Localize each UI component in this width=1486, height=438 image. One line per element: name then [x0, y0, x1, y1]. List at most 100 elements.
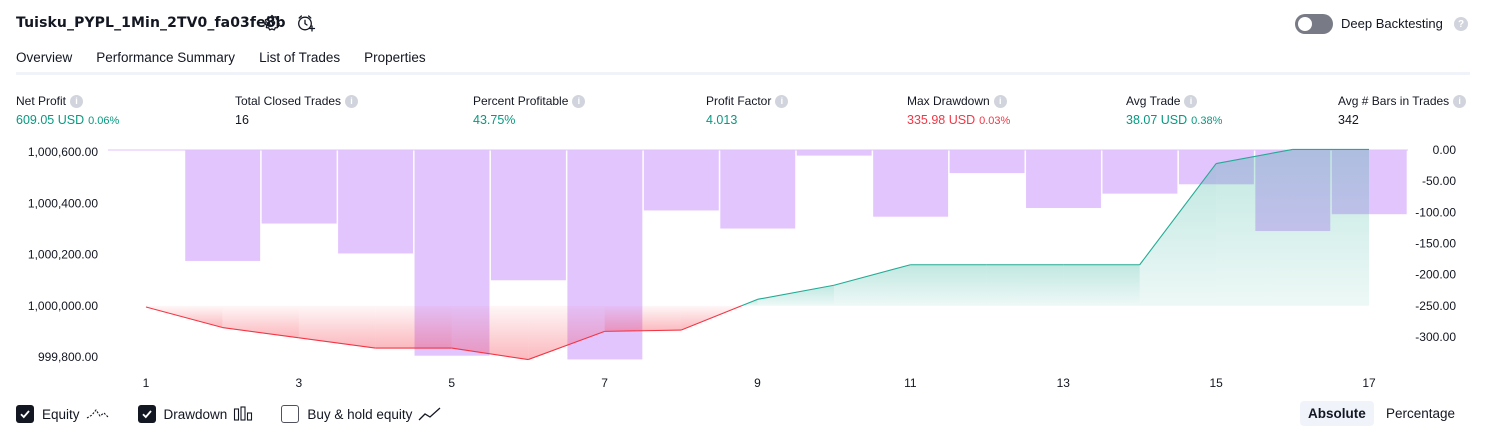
- report-tabs: Overview Performance Summary List of Tra…: [16, 44, 450, 76]
- equity-negative-area: [528, 305, 605, 360]
- metric-label: Percent Profitable: [473, 94, 569, 108]
- metric-label: Profit Factor: [706, 94, 772, 108]
- info-icon[interactable]: i: [993, 94, 1007, 108]
- y-left-tick-label: 1,000,600.00: [28, 145, 98, 159]
- equity-positive-area: [1216, 149, 1293, 306]
- toggle-knob: [1298, 17, 1312, 31]
- equity-line-negative: [604, 329, 682, 332]
- x-tick-label: 17: [1362, 376, 1376, 390]
- info-icon[interactable]: i: [1184, 94, 1198, 108]
- help-icon[interactable]: ?: [1454, 17, 1468, 31]
- drawdown-bar: [643, 150, 719, 211]
- info-icon[interactable]: i: [775, 94, 789, 108]
- metric-label: Max Drawdown: [907, 94, 990, 108]
- equity-negative-area: [375, 305, 452, 349]
- tab-properties[interactable]: Properties: [364, 50, 426, 65]
- x-tick-label: 3: [296, 376, 303, 390]
- y-right-tick-label: -300.00: [1415, 330, 1456, 344]
- buy-hold-line-icon: [418, 407, 441, 421]
- y-right-tick-label: -150.00: [1415, 237, 1456, 251]
- y-right-tick-label: 0.00: [1433, 143, 1457, 157]
- y-right-tick-label: -200.00: [1415, 268, 1456, 282]
- tab-performance-summary[interactable]: Performance Summary: [96, 50, 236, 65]
- add-alert-button[interactable]: [296, 13, 316, 33]
- metric-value: 609.05 USD: [16, 113, 85, 127]
- equity-negative-area: [298, 305, 376, 349]
- equity-line-positive: [1216, 148, 1293, 165]
- metric-total-closed-trades: Total Closed Trades i 16: [235, 93, 359, 127]
- equity-line-negative: [222, 326, 299, 339]
- y-left-tick-label: 1,000,400.00: [28, 196, 98, 210]
- x-tick-label: 11: [904, 376, 917, 390]
- x-tick-label: 1: [143, 376, 150, 390]
- tab-list-of-trades[interactable]: List of Trades: [259, 50, 341, 65]
- check-icon: [141, 410, 152, 419]
- drawdown-bar: [338, 150, 414, 254]
- drawdown-checkbox[interactable]: [137, 405, 156, 423]
- metric-value: 4.013: [706, 113, 738, 127]
- x-tick-label: 13: [1057, 376, 1071, 390]
- equity-checkbox[interactable]: [16, 405, 34, 423]
- deep-backtesting-label: Deep Backtesting: [1341, 16, 1443, 31]
- metric-percent-profitable: Percent Profitable i 43.75%: [473, 93, 586, 127]
- equity-line-icon: [86, 409, 109, 419]
- drawdown-bar: [261, 150, 337, 224]
- metric-max-drawdown: Max Drawdown i 335.98 USD 0.03%: [907, 93, 1010, 127]
- metric-value: 335.98 USD: [907, 113, 976, 127]
- equity-line-positive: [833, 264, 911, 286]
- y-right-tick-label: -50.00: [1422, 174, 1456, 188]
- metric-value: 38.07 USD: [1126, 113, 1188, 127]
- drawdown-bar: [873, 150, 949, 217]
- tab-divider: [16, 72, 1470, 75]
- strategy-header: Tuisku_PYPL_1Min_2TV0_fa03fe8b Deep Back…: [0, 0, 1486, 48]
- buy-hold-checkbox[interactable]: [281, 405, 300, 423]
- legend-buy-hold-equity[interactable]: Buy & hold equity: [281, 405, 442, 423]
- alarm-clock-plus-icon: [298, 15, 316, 32]
- equity-line-negative: [145, 306, 223, 329]
- drawdown-bar: [490, 150, 566, 281]
- equity-positive-area: [910, 264, 987, 306]
- equity-positive-area: [1063, 264, 1140, 306]
- equity-positive-area: [833, 264, 911, 306]
- metric-label: Total Closed Trades: [235, 94, 342, 108]
- metric-value: 16: [235, 113, 249, 127]
- tab-overview[interactable]: Overview: [16, 44, 73, 75]
- strategy-title: Tuisku_PYPL_1Min_2TV0_fa03fe8b: [16, 15, 286, 31]
- equity-positive-area: [1139, 163, 1217, 306]
- info-icon[interactable]: i: [572, 94, 586, 108]
- equity-positive-area: [757, 285, 834, 306]
- metric-value: 342: [1338, 113, 1359, 127]
- metric-percent: 0.03%: [979, 115, 1011, 127]
- settings-button[interactable]: [262, 13, 282, 33]
- metric-avg-bars: Avg # Bars in Trades i 342: [1338, 93, 1467, 127]
- equity-positive-area: [986, 264, 1064, 306]
- legend-label: Drawdown: [163, 406, 228, 422]
- metric-percent: 0.06%: [88, 115, 120, 127]
- gear-icon: [264, 14, 280, 31]
- drawdown-bar: [720, 150, 796, 229]
- equity-positive-area: [1292, 149, 1369, 306]
- y-left-tick-label: 1,000,000.00: [28, 299, 98, 313]
- drawdown-bars-icon: [234, 406, 253, 421]
- x-tick-label: 5: [448, 376, 455, 390]
- equity-drawdown-chart: 1,000,600.00 1,000,400.00 1,000,200.00 1,00…: [28, 143, 1457, 390]
- equity-line-positive: [741, 298, 758, 307]
- drawdown-bar: [185, 150, 261, 261]
- info-icon[interactable]: i: [1453, 94, 1467, 108]
- check-icon: [20, 410, 30, 419]
- legend-drawdown[interactable]: Drawdown: [137, 405, 254, 423]
- percentage-mode-button[interactable]: Percentage: [1386, 406, 1456, 421]
- info-icon[interactable]: i: [70, 94, 84, 108]
- info-icon[interactable]: i: [345, 94, 359, 108]
- deep-backtesting-toggle[interactable]: [1295, 14, 1333, 34]
- x-tick-label: 15: [1209, 376, 1223, 390]
- legend-label: Buy & hold equity: [307, 406, 413, 422]
- equity-negative-area: [604, 305, 682, 332]
- metric-label: Avg # Bars in Trades: [1338, 94, 1450, 108]
- metric-value: 43.75%: [473, 113, 516, 127]
- y-right-tick-label: -100.00: [1415, 205, 1456, 219]
- legend-equity[interactable]: Equity: [16, 405, 110, 423]
- drawdown-bar: [949, 150, 1025, 174]
- legend-label: Equity: [42, 406, 80, 422]
- absolute-mode-button[interactable]: Absolute: [1300, 401, 1374, 426]
